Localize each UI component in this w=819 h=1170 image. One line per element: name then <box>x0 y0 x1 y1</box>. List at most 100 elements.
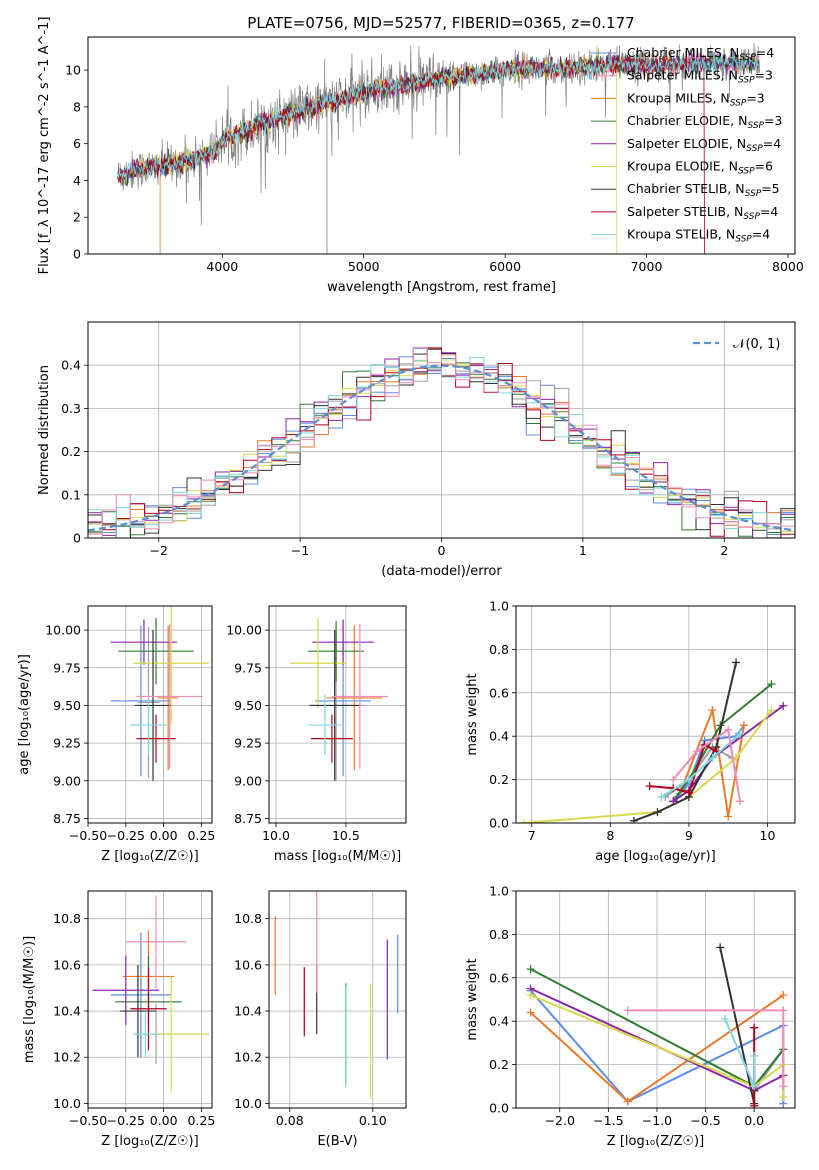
x-tick-label: −0.50 <box>69 828 107 843</box>
y-tick-label: 0.1 <box>61 487 81 502</box>
figure-title: PLATE=0756, MJD=52577, FIBERID=0365, z=0… <box>247 14 634 32</box>
x-tick-label: 5000 <box>348 259 380 274</box>
weight-line <box>672 727 741 802</box>
legend-label: Salpeter ELODIE, NSSP=4 <box>627 136 781 154</box>
y-tick-label: 10.0 <box>53 1096 81 1111</box>
weight-marker <box>779 1006 788 1015</box>
x-tick-label: 9 <box>685 828 693 843</box>
x-tick-label: 1 <box>579 543 587 558</box>
panel-age_vs_Z: −0.50 −0.25 0.00 0.25 8.75 9.00 9.25 9.50 9.75 10… <box>17 605 215 864</box>
y-tick-label: 0.4 <box>489 1014 509 1029</box>
axes-frame <box>87 36 796 255</box>
panel-age_vs_mass: 10.0 10.5 8.75 9.00 9.25 9.50 9.75 10.00 mass [l… <box>226 605 407 864</box>
x-tick-label: −1 <box>291 543 309 558</box>
panel-mass_vs_Z: −0.50 −0.25 0.00 0.25 10.0 10.2 10.4 10.6 10.8 Z … <box>22 890 215 1149</box>
plot-area <box>269 891 406 1108</box>
y-tick-label: 0.2 <box>61 444 81 459</box>
x-tick-label: 4000 <box>206 259 238 274</box>
x-axis-label: Z [log₁₀(Z/Z☉)] <box>101 1134 198 1149</box>
panel-mass_vs_ebv: 0.08 0.10 10.0 10.2 10.4 10.6 10.8 E(B-V) <box>234 890 407 1149</box>
legend-text: Chabrier MILES, N <box>627 45 739 60</box>
legend-suffix: =4 <box>752 227 770 242</box>
legend-subscript: SSP <box>746 144 763 154</box>
y-axis-label: Normed distribution <box>37 365 52 495</box>
axes-frame <box>268 605 407 824</box>
plot-area <box>516 891 795 1108</box>
y-tick-label: 10.0 <box>234 1096 262 1111</box>
y-tick-label: 0.4 <box>489 729 509 744</box>
weight-marker <box>750 1082 759 1091</box>
y-tick-label: 9.00 <box>234 773 262 788</box>
y-tick-label: 0.6 <box>489 970 509 985</box>
weight-marker <box>724 812 733 821</box>
legend-label: Salpeter MILES, NSSP=3 <box>627 68 773 86</box>
x-axis-label: age [log₁₀(age/yr)] <box>595 849 716 864</box>
y-tick-label: 8 <box>73 99 81 114</box>
y-tick-label: 0.2 <box>489 772 509 787</box>
x-tick-label: 2 <box>720 543 728 558</box>
weight-marker <box>645 782 654 791</box>
legend-label: Chabrier ELODIE, NSSP=3 <box>627 113 782 131</box>
weight-marker <box>767 680 776 689</box>
axes-frame <box>87 321 796 539</box>
plot-area <box>516 606 795 823</box>
x-tick-label: −2.0 <box>545 1113 575 1128</box>
axes-frame <box>515 890 796 1109</box>
legend-text: Chabrier STELIB, N <box>627 181 745 196</box>
weight-marker <box>526 965 535 974</box>
y-tick-label: 9.50 <box>53 698 81 713</box>
y-tick-label: 9.00 <box>53 773 81 788</box>
axes-frame <box>268 890 407 1109</box>
y-tick-label: 4 <box>73 173 81 188</box>
weight-marker <box>779 1093 788 1102</box>
weight-line <box>660 733 741 798</box>
y-tick-label: 0 <box>73 247 81 262</box>
legend-label: Kroupa STELIB, NSSP=4 <box>627 227 770 245</box>
y-tick-label: 10.6 <box>53 957 81 972</box>
weight-marker <box>716 943 725 952</box>
legend-suffix: =4 <box>760 204 778 219</box>
plot-area <box>88 606 212 823</box>
plot-area <box>88 322 795 538</box>
weight-marker <box>750 1101 759 1108</box>
weight-marker <box>519 819 528 823</box>
weight-marker <box>653 808 662 817</box>
y-tick-label: 6 <box>73 136 81 151</box>
axes-frame <box>515 605 796 824</box>
panel-residuals: −2 −1 0 1 2 0 0.1 0.2 0.3 0.4 (data-model)/error No… <box>37 321 796 579</box>
legend-suffix: =4 <box>763 136 781 151</box>
weight-marker <box>669 775 678 784</box>
y-axis-label: mass weight <box>465 673 480 755</box>
x-tick-label: 0.10 <box>359 1113 387 1128</box>
legend-text: Kroupa MILES, N <box>627 90 730 105</box>
y-tick-label: 0.8 <box>489 927 509 942</box>
y-tick-label: 0.2 <box>489 1057 509 1072</box>
x-tick-label: 0.0 <box>744 1113 764 1128</box>
x-tick-label: 7000 <box>631 259 663 274</box>
legend-text: Salpeter STELIB, N <box>627 204 743 219</box>
weight-marker <box>708 706 717 715</box>
weight-marker <box>735 730 744 739</box>
x-tick-label: 6000 <box>489 259 521 274</box>
x-tick-label: 8000 <box>772 259 804 274</box>
legend-text: Salpeter ELODIE, N <box>627 136 746 151</box>
x-tick-label: −0.5 <box>690 1113 720 1128</box>
legend-label: Chabrier STELIB, NSSP=5 <box>627 181 780 199</box>
y-tick-label: 9.25 <box>234 736 262 751</box>
weight-marker <box>735 797 744 806</box>
legend-label: Salpeter STELIB, NSSP=4 <box>627 204 778 222</box>
y-tick-label: 10.6 <box>234 957 262 972</box>
legend-subscript: SSP <box>735 235 752 245</box>
y-tick-label: 9.75 <box>53 660 81 675</box>
panel-weight_vs_age: 7 8 9 10 0.0 0.2 0.4 0.6 0.8 1.0 age [log₁₀(age/yr… <box>465 599 796 864</box>
x-axis-label: wavelength [Angstrom, rest frame] <box>327 280 556 295</box>
x-tick-label: 0 <box>438 543 446 558</box>
y-tick-label: 10.4 <box>53 1004 81 1019</box>
y-axis-label: age [log₁₀(age/yr)] <box>17 654 32 775</box>
weight-marker <box>739 721 748 730</box>
y-tick-label: 10.8 <box>53 911 81 926</box>
y-tick-label: 9.50 <box>234 698 262 713</box>
y-tick-label: 0.8 <box>489 642 509 657</box>
weight-marker <box>750 1023 759 1032</box>
legend-text: Kroupa ELODIE, N <box>627 159 738 174</box>
